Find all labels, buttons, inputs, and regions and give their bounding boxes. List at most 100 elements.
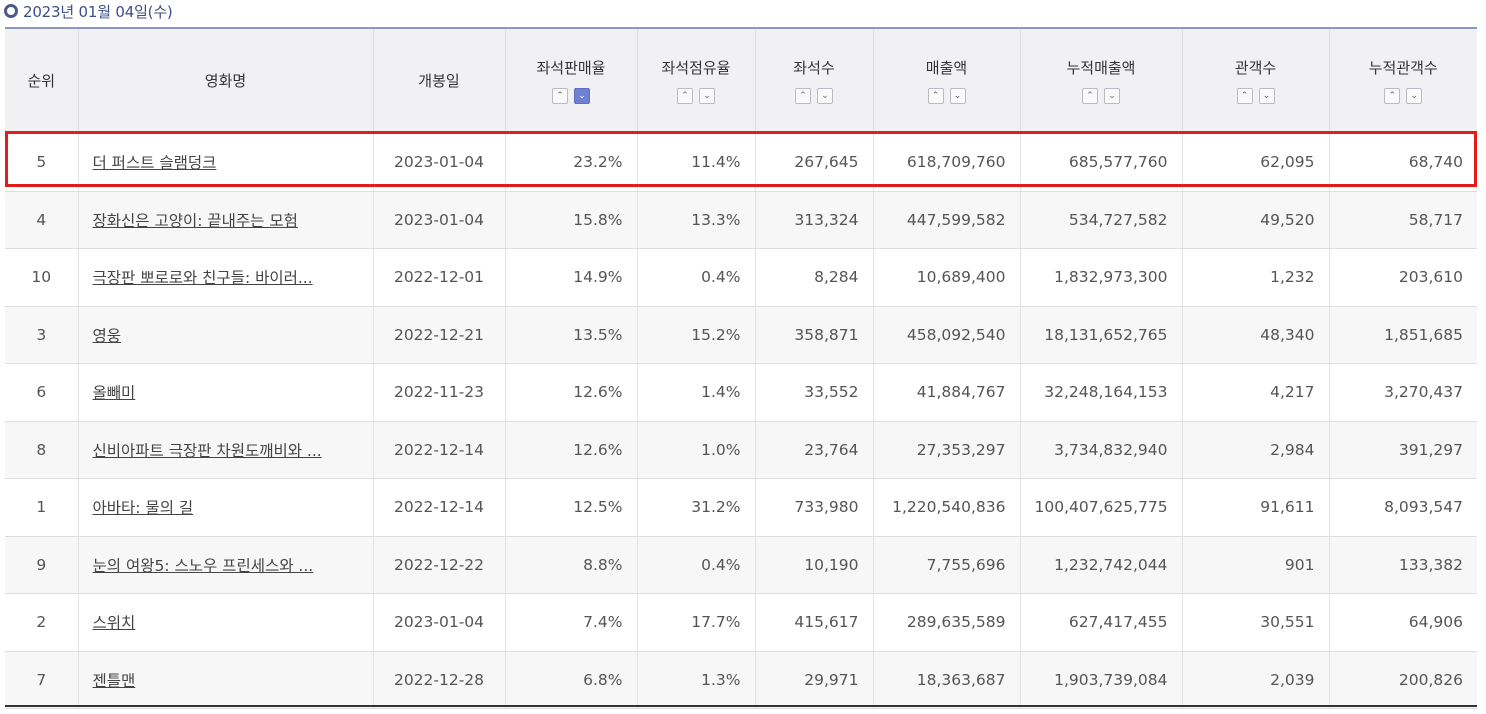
- cell-seat-sales-rate: 8.8%: [505, 536, 638, 594]
- cell-cum-audience: 8,093,547: [1329, 478, 1477, 537]
- cell-open-date: 2023-01-04: [373, 132, 506, 192]
- cell-seat-sales-rate: 12.6%: [505, 421, 638, 479]
- cell-cum-revenue: 3,734,832,940: [1020, 421, 1183, 479]
- cell-cum-audience: 68,740: [1329, 132, 1477, 192]
- cell-open-date: 2022-12-14: [373, 421, 506, 479]
- sort-asc-icon[interactable]: ⌃: [795, 87, 811, 104]
- cell-revenue: 618,709,760: [873, 132, 1021, 192]
- cell-audience: 49,520: [1182, 191, 1330, 249]
- col-header-title: 영화명: [78, 27, 374, 134]
- cell-cum-revenue: 534,727,582: [1020, 191, 1183, 249]
- cell-cum-audience: 200,826: [1329, 651, 1477, 709]
- sort-asc-icon[interactable]: ⌃: [552, 87, 568, 104]
- cell-seat-share: 1.4%: [637, 363, 756, 422]
- cell-seat-share: 11.4%: [637, 132, 756, 192]
- cell-title: 스위치: [78, 593, 374, 652]
- cell-title: 극장판 뽀로로와 친구들: 바이러...: [78, 248, 374, 307]
- cell-cum-revenue: 627,417,455: [1020, 593, 1183, 652]
- cell-open-date: 2022-12-28: [373, 651, 506, 709]
- movie-title-link[interactable]: 장화신은 고양이: 끝내주는 모험: [92, 211, 298, 230]
- cell-title: 신비아파트 극장판 차원도깨비와 ...: [78, 421, 374, 479]
- cell-title: 올빼미: [78, 363, 374, 422]
- cell-audience: 48,340: [1182, 306, 1330, 364]
- movie-title-link[interactable]: 극장판 뽀로로와 친구들: 바이러...: [92, 269, 313, 288]
- cell-seats: 33,552: [755, 363, 874, 422]
- cell-seats: 8,284: [755, 248, 874, 307]
- cell-open-date: 2023-01-04: [373, 593, 506, 652]
- cell-seat-sales-rate: 12.5%: [505, 478, 638, 537]
- cell-audience: 1,232: [1182, 248, 1330, 307]
- cell-seat-sales-rate: 15.8%: [505, 191, 638, 249]
- cell-revenue: 289,635,589: [873, 593, 1021, 652]
- movie-title-link[interactable]: 눈의 여왕5: 스노우 프린세스와 ...: [92, 556, 314, 575]
- movie-title-link[interactable]: 올빼미: [92, 384, 136, 403]
- movie-title-link[interactable]: 영웅: [92, 326, 122, 345]
- movie-title-link[interactable]: 더 퍼스트 슬램덩크: [92, 154, 217, 173]
- movie-title-link[interactable]: 스위치: [92, 614, 136, 633]
- cell-title: 눈의 여왕5: 스노우 프린세스와 ...: [78, 536, 374, 594]
- cell-seats: 415,617: [755, 593, 874, 652]
- cell-open-date: 2022-11-23: [373, 363, 506, 422]
- cell-seat-share: 0.4%: [637, 248, 756, 307]
- cell-rank: 3: [5, 306, 79, 364]
- sort-asc-icon[interactable]: ⌃: [1082, 87, 1098, 104]
- cell-seat-share: 1.3%: [637, 651, 756, 709]
- sort-desc-icon[interactable]: ⌄: [1406, 87, 1423, 104]
- sort-desc-icon[interactable]: ⌄: [817, 87, 833, 104]
- cell-revenue: 458,092,540: [873, 306, 1021, 364]
- cell-cum-audience: 1,851,685: [1329, 306, 1477, 364]
- cell-cum-revenue: 1,232,742,044: [1020, 536, 1183, 594]
- cell-revenue: 10,689,400: [873, 248, 1021, 307]
- sort-asc-icon[interactable]: ⌃: [927, 87, 944, 104]
- cell-rank: 4: [5, 191, 79, 249]
- sort-desc-icon[interactable]: ⌄: [574, 87, 590, 104]
- cell-title: 더 퍼스트 슬램덩크: [78, 132, 374, 192]
- circle-bullet-icon: [4, 4, 18, 18]
- cell-revenue: 447,599,582: [873, 191, 1021, 249]
- cell-seat-share: 0.4%: [637, 536, 756, 594]
- cell-seat-sales-rate: 13.5%: [505, 306, 638, 364]
- movie-title-link[interactable]: 신비아파트 극장판 차원도깨비와 ...: [92, 441, 322, 460]
- cell-seat-share: 31.2%: [637, 478, 756, 537]
- table-row: 6 올빼미 2022-11-23 12.6% 1.4% 33,552 41,88…: [5, 363, 1477, 422]
- cell-rank: 1: [5, 478, 79, 537]
- col-header-seats: 좌석수 ⌃ ⌄: [755, 27, 874, 134]
- cell-cum-revenue: 18,131,652,765: [1020, 306, 1183, 364]
- col-header-open-date: 개봉일: [373, 27, 506, 134]
- cell-seat-sales-rate: 14.9%: [505, 248, 638, 307]
- table-row: 7 젠틀맨 2022-12-28 6.8% 1.3% 29,971 18,363…: [5, 651, 1477, 709]
- sort-asc-icon[interactable]: ⌃: [677, 87, 693, 104]
- cell-cum-revenue: 685,577,760: [1020, 132, 1183, 192]
- cell-audience: 4,217: [1182, 363, 1330, 422]
- sort-desc-icon[interactable]: ⌄: [1104, 87, 1120, 104]
- date-label: 2023년 01월 04일(수): [23, 2, 173, 21]
- cell-cum-revenue: 1,832,973,300: [1020, 248, 1183, 307]
- cell-cum-revenue: 32,248,164,153: [1020, 363, 1183, 422]
- cell-cum-audience: 391,297: [1329, 421, 1477, 479]
- cell-open-date: 2022-12-22: [373, 536, 506, 594]
- cell-open-date: 2022-12-14: [373, 478, 506, 537]
- cell-seat-share: 13.3%: [637, 191, 756, 249]
- cell-revenue: 1,220,540,836: [873, 478, 1021, 537]
- cell-audience: 901: [1182, 536, 1330, 594]
- cell-title: 젠틀맨: [78, 651, 374, 709]
- sort-desc-icon[interactable]: ⌄: [949, 87, 966, 104]
- cell-seats: 23,764: [755, 421, 874, 479]
- movie-title-link[interactable]: 아바타: 물의 길: [92, 499, 194, 518]
- sort-asc-icon[interactable]: ⌃: [1236, 87, 1253, 104]
- movie-title-link[interactable]: 젠틀맨: [92, 671, 136, 690]
- sort-asc-icon[interactable]: ⌃: [1384, 87, 1401, 104]
- col-header-seat-sales-rate: 좌석판매율 ⌃ ⌄: [505, 27, 638, 134]
- cell-revenue: 41,884,767: [873, 363, 1021, 422]
- table-row: 10 극장판 뽀로로와 친구들: 바이러... 2022-12-01 14.9%…: [5, 248, 1477, 307]
- table-row: 4 장화신은 고양이: 끝내주는 모험 2023-01-04 15.8% 13.…: [5, 191, 1477, 249]
- col-header-cum-revenue: 누적매출액 ⌃ ⌄: [1020, 27, 1183, 134]
- cell-seats: 29,971: [755, 651, 874, 709]
- cell-title: 아바타: 물의 길: [78, 478, 374, 537]
- cell-rank: 10: [5, 248, 79, 307]
- cell-rank: 2: [5, 593, 79, 652]
- sort-desc-icon[interactable]: ⌄: [699, 87, 715, 104]
- col-header-audience: 관객수 ⌃ ⌄: [1182, 27, 1330, 134]
- sort-desc-icon[interactable]: ⌄: [1258, 87, 1275, 104]
- date-header: 2023년 01월 04일(수): [4, 0, 173, 22]
